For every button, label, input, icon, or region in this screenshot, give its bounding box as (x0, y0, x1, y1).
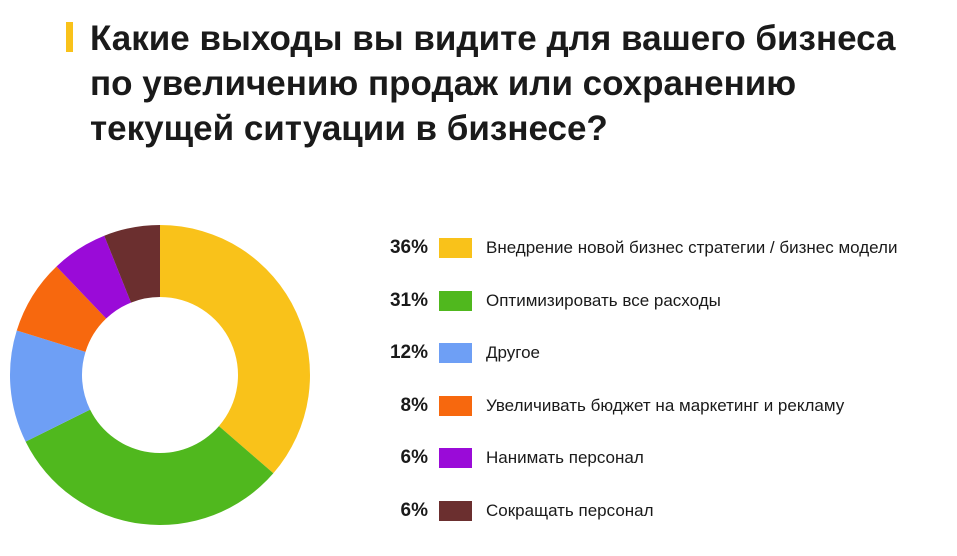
legend-label: Внедрение новой бизнес стратегии / бизне… (486, 238, 898, 257)
legend-label: Нанимать персонал (486, 448, 644, 468)
legend-percent: 36% (389, 237, 428, 258)
legend-item: 12% Другое (360, 330, 950, 383)
legend-swatch (439, 290, 472, 311)
donut-chart (10, 225, 310, 525)
legend-item: 36% Внедрение новой бизнес стратегии / би… (360, 225, 950, 278)
legend-percent: 6% (400, 499, 428, 521)
legend-swatch (439, 448, 472, 469)
title-accent-bar (66, 22, 73, 52)
chart-legend: 36% Внедрение новой бизнес стратегии / би… (360, 225, 950, 541)
legend-label: Увеличивать бюджет на маркетинг и реклам… (486, 395, 845, 415)
legend-swatch (439, 395, 472, 416)
chart-title: Какие выходы вы видите для вашего бизнес… (90, 19, 896, 148)
donut-slice-3 (16, 266, 107, 352)
donut-slice-4 (56, 235, 132, 319)
legend-item: 6% Нанимать персонал (360, 435, 950, 488)
legend-percent: 12% (389, 342, 428, 364)
legend-item: 31% Оптимизировать все расходы (360, 278, 950, 331)
legend-percent: 8% (400, 394, 428, 416)
legend-label: Оптимизировать все расходы (486, 290, 721, 310)
legend-swatch (439, 343, 472, 364)
legend-swatch (439, 238, 472, 258)
legend-swatch (439, 500, 472, 521)
donut-slice-0 (160, 225, 310, 474)
donut-slice-5 (104, 225, 160, 303)
legend-item: 6% Сокращать персонал (360, 488, 950, 541)
donut-slice-1 (25, 409, 274, 525)
donut-slice-2 (10, 330, 91, 442)
legend-item: 8% Увеличивать бюджет на маркетинг и рекл… (360, 383, 950, 436)
legend-label: Сокращать персонал (486, 500, 654, 520)
legend-percent: 6% (400, 447, 428, 469)
legend-label: Другое (486, 343, 541, 363)
legend-percent: 31% (389, 289, 428, 311)
